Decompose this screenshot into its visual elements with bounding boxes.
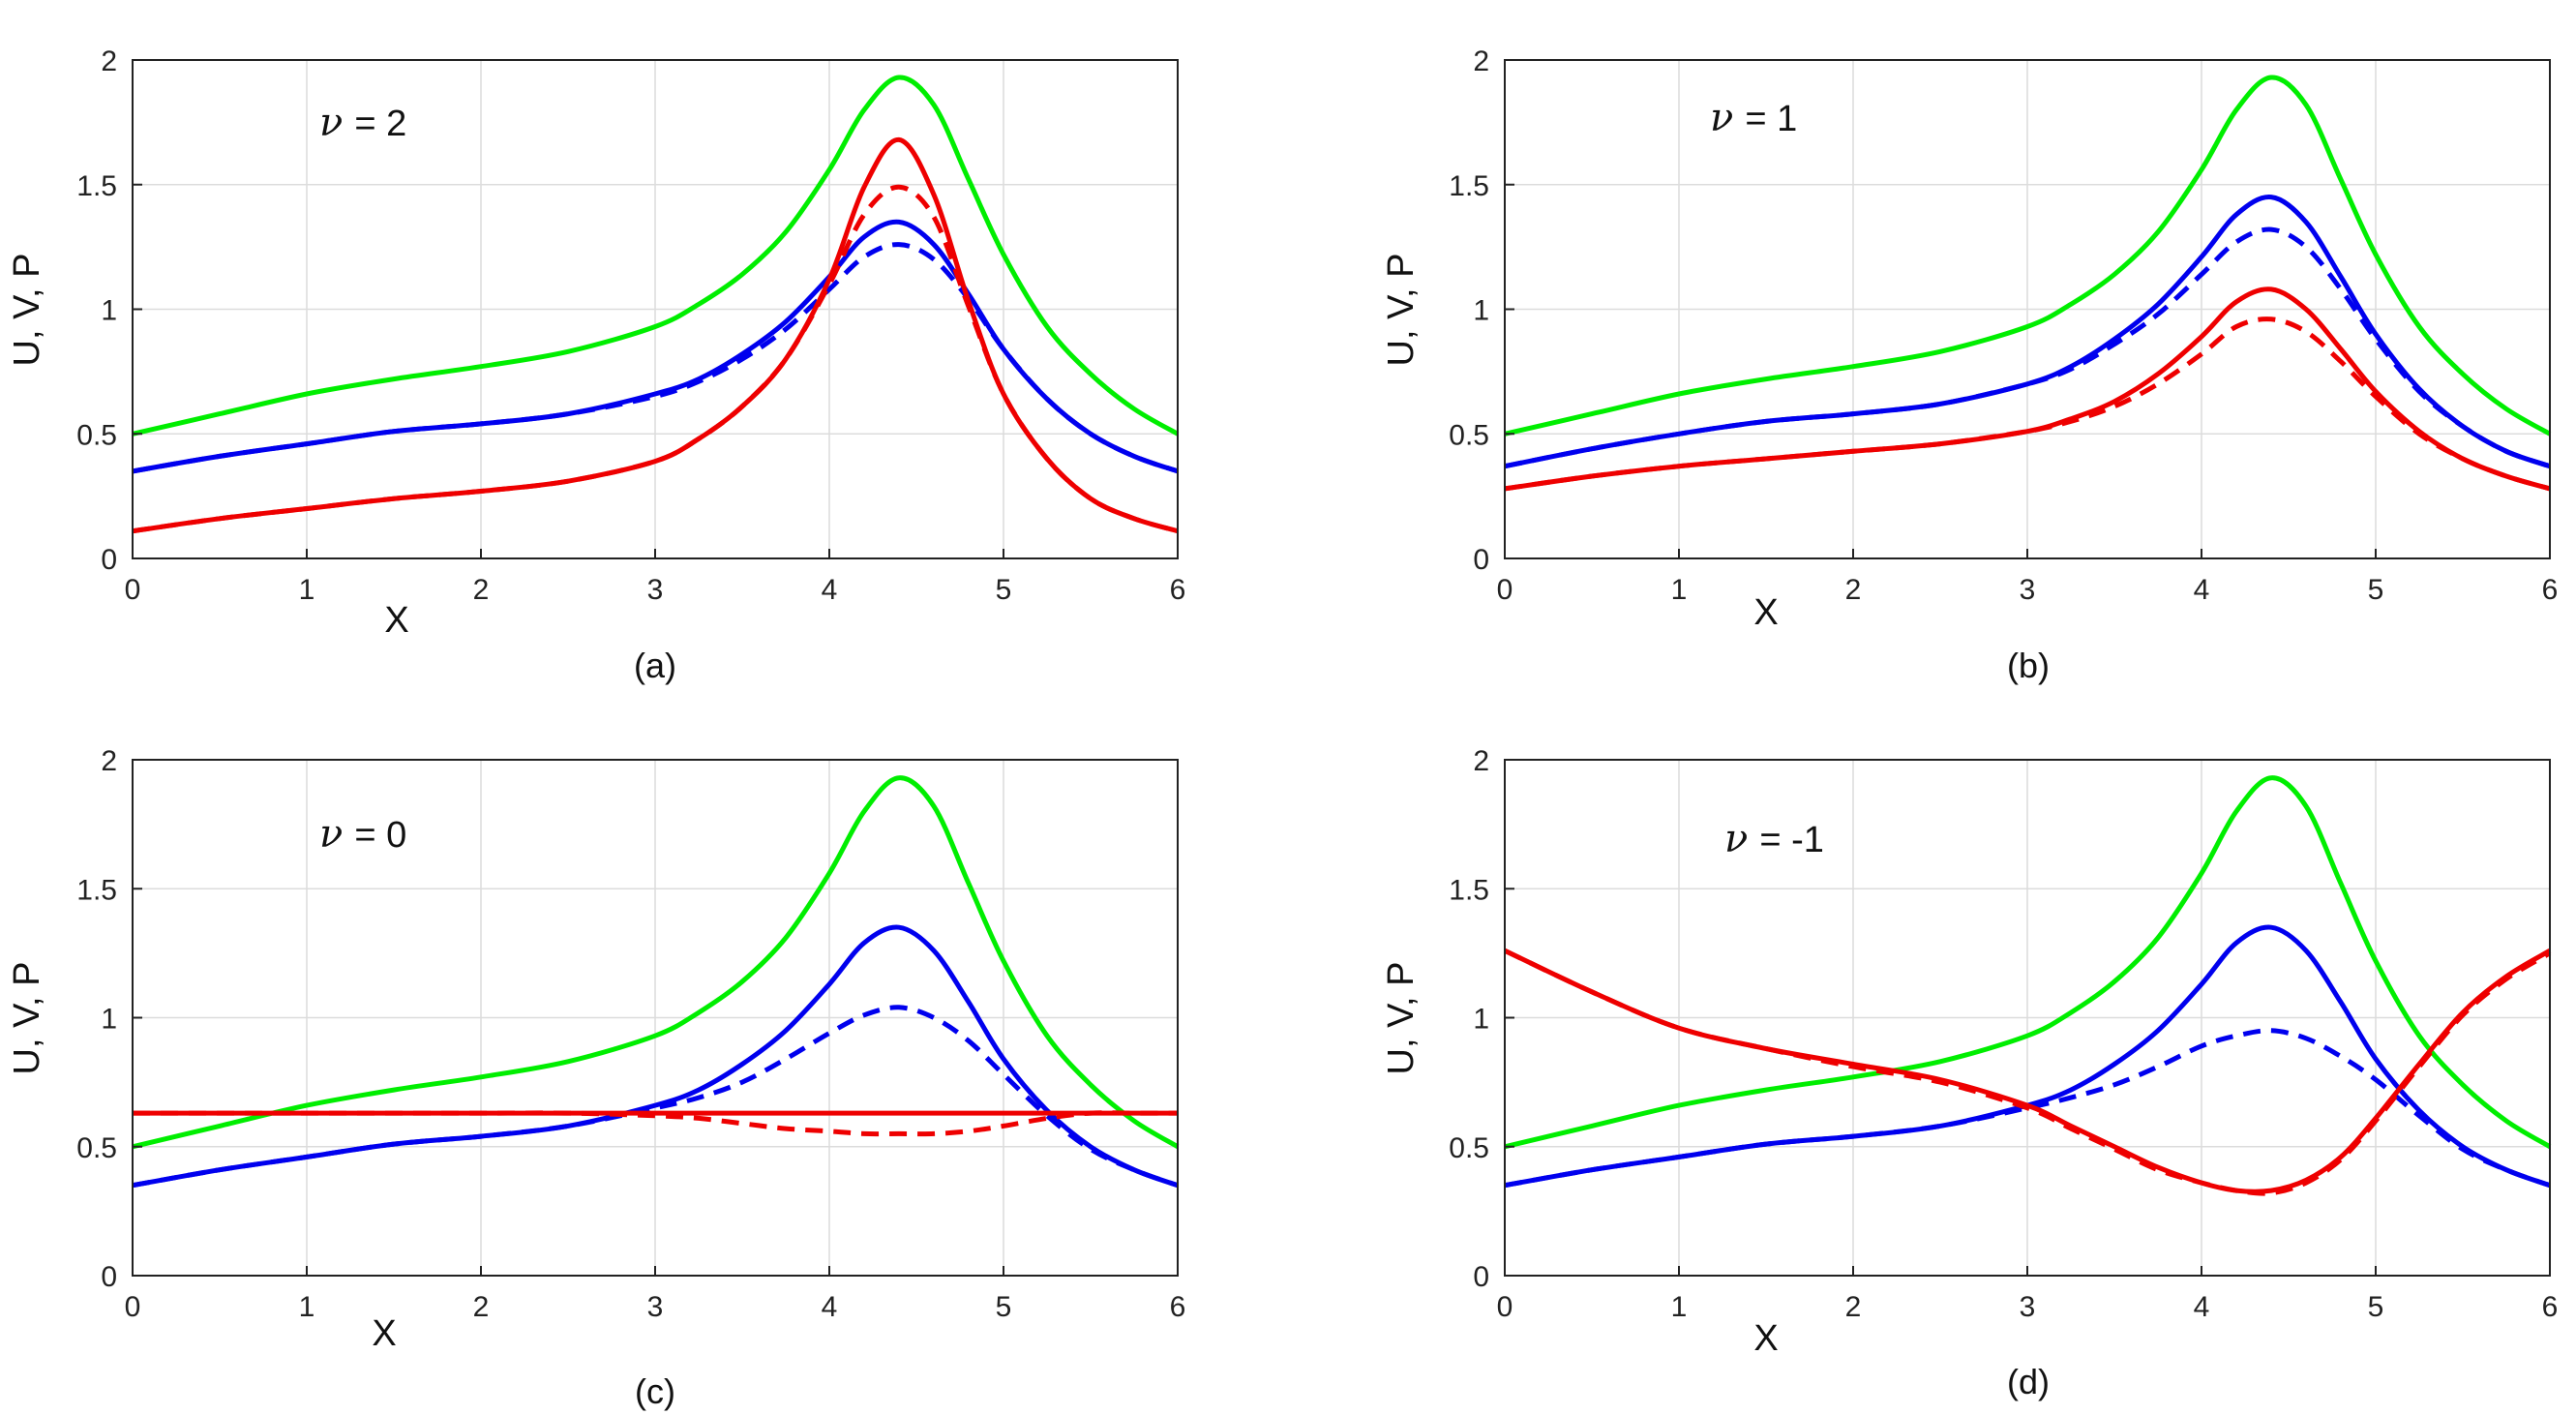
x-tick-label: 3 — [2020, 1291, 2036, 1323]
series-u — [1504, 775, 2552, 1150]
series-p-dashed — [1504, 316, 2551, 492]
x-tick-label: 1 — [299, 574, 315, 606]
x-tick-label: 6 — [2542, 1291, 2559, 1323]
series-v-dashed — [132, 242, 1179, 474]
nu-annotation: ν = -1 — [1724, 817, 1824, 861]
x-tick-label: 0 — [1497, 1291, 1513, 1323]
x-tick-label: 0 — [125, 1291, 141, 1323]
y-tick-label: 0.5 — [1449, 1132, 1489, 1164]
nu-value: = 1 — [1745, 99, 1797, 139]
series-u — [132, 775, 1180, 1150]
y-tick-label: 0 — [101, 1261, 117, 1293]
nu-symbol: ν — [1710, 96, 1733, 140]
x-tick-label: 1 — [1671, 574, 1688, 606]
x-tick-label: 5 — [2368, 1291, 2384, 1323]
x-axis-label: X — [1753, 1318, 1778, 1359]
panel-c: 0 1 2 3 4 5 6 0 0.5 1 1.5 2 X U, V, P ν = 0 (c) — [7, 745, 1185, 1411]
y-tick-label: 1.5 — [76, 874, 117, 906]
y-tick-label: 1 — [101, 295, 117, 327]
x-axis-label: X — [384, 600, 408, 641]
x-tick-label: 5 — [996, 1291, 1012, 1323]
x-tick-label: 4 — [822, 574, 838, 606]
nu-annotation: ν = 1 — [1710, 96, 1797, 140]
series-v-dashed — [132, 1005, 1179, 1189]
y-tick-label: 2 — [1473, 745, 1489, 777]
x-tick-label: 6 — [2542, 574, 2559, 606]
nu-symbol: ν — [1724, 817, 1748, 861]
x-tick-label: 1 — [1671, 1291, 1688, 1323]
panel-d: 0 1 2 3 4 5 6 0 0.5 1 1.5 2 X U, V, P ν = -1 (d) — [1381, 745, 2558, 1401]
x-tick-label: 2 — [473, 1291, 490, 1323]
x-tick-label: 2 — [473, 574, 490, 606]
nu-annotation: ν = 2 — [319, 101, 406, 145]
y-tick-label: 1 — [1473, 295, 1489, 327]
nu-value: = -1 — [1759, 820, 1824, 860]
x-tick-label: 4 — [2194, 1291, 2210, 1323]
y-axis-label: U, V, P — [1381, 254, 1422, 367]
y-tick-label: 1 — [1473, 1004, 1489, 1036]
y-tick-label: 2 — [101, 45, 117, 77]
nu-annotation: ν = 0 — [319, 812, 406, 857]
x-tick-label: 2 — [1845, 574, 1862, 606]
x-tick-label: 3 — [2020, 574, 2036, 606]
y-tick-label: 1.5 — [1449, 874, 1489, 906]
x-tick-label: 6 — [1170, 574, 1186, 606]
nu-symbol: ν — [319, 101, 343, 145]
series-p-dashed — [1503, 948, 2552, 1196]
panel-caption: (d) — [2007, 1362, 2050, 1401]
y-tick-label: 0 — [1473, 544, 1489, 576]
x-tick-label: 3 — [647, 1291, 664, 1323]
nu-symbol: ν — [319, 812, 343, 857]
nu-value: = 0 — [354, 815, 406, 856]
y-axis-label: U, V, P — [7, 962, 47, 1075]
x-tick-label: 5 — [2368, 574, 2384, 606]
x-tick-label: 6 — [1170, 1291, 1186, 1323]
panel-a: 0 1 2 3 4 5 6 0 0.5 1 1.5 2 X U, V, P ν = 2 (a) — [7, 45, 1185, 685]
series-p-dashed — [132, 184, 1179, 534]
y-tick-label: 1.5 — [1449, 170, 1489, 202]
y-tick-label: 1.5 — [76, 170, 117, 202]
panel-b: 0 1 2 3 4 5 6 0 0.5 1 1.5 2 X U, V, P ν = 1 (b) — [1381, 45, 2558, 685]
y-tick-label: 0.5 — [1449, 419, 1489, 451]
nu-value: = 2 — [354, 104, 406, 144]
x-tick-label: 4 — [822, 1291, 838, 1323]
series-p-dashed — [132, 1110, 1178, 1137]
y-tick-label: 2 — [1473, 45, 1489, 77]
x-tick-label: 1 — [299, 1291, 315, 1323]
x-axis-label: X — [1753, 592, 1778, 633]
y-tick-label: 0.5 — [76, 419, 117, 451]
y-tick-label: 1 — [101, 1004, 117, 1036]
series-v-dashed — [1504, 1028, 2551, 1189]
y-tick-label: 2 — [101, 745, 117, 777]
y-tick-label: 0 — [101, 544, 117, 576]
x-axis-label: X — [372, 1313, 396, 1354]
y-axis-label: U, V, P — [1381, 962, 1422, 1075]
x-tick-label: 0 — [125, 574, 141, 606]
x-tick-label: 4 — [2194, 574, 2210, 606]
panel-caption: (a) — [634, 646, 676, 685]
y-axis-label: U, V, P — [7, 254, 47, 367]
series-v-dashed — [1504, 226, 2551, 469]
x-tick-label: 3 — [647, 574, 664, 606]
y-tick-label: 0.5 — [76, 1132, 117, 1164]
panel-caption: (b) — [2007, 646, 2050, 685]
series-u — [1504, 75, 2552, 437]
x-tick-label: 0 — [1497, 574, 1513, 606]
x-tick-label: 2 — [1845, 1291, 1862, 1323]
x-tick-label: 5 — [996, 574, 1012, 606]
y-tick-label: 0 — [1473, 1261, 1489, 1293]
series-u — [132, 75, 1180, 437]
panel-caption: (c) — [635, 1371, 675, 1411]
